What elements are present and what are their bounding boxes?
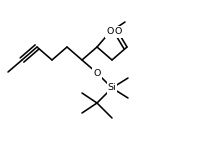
Text: O: O	[93, 69, 101, 78]
Text: Si: Si	[108, 83, 116, 93]
Text: O: O	[106, 28, 114, 36]
Text: O: O	[114, 28, 122, 36]
